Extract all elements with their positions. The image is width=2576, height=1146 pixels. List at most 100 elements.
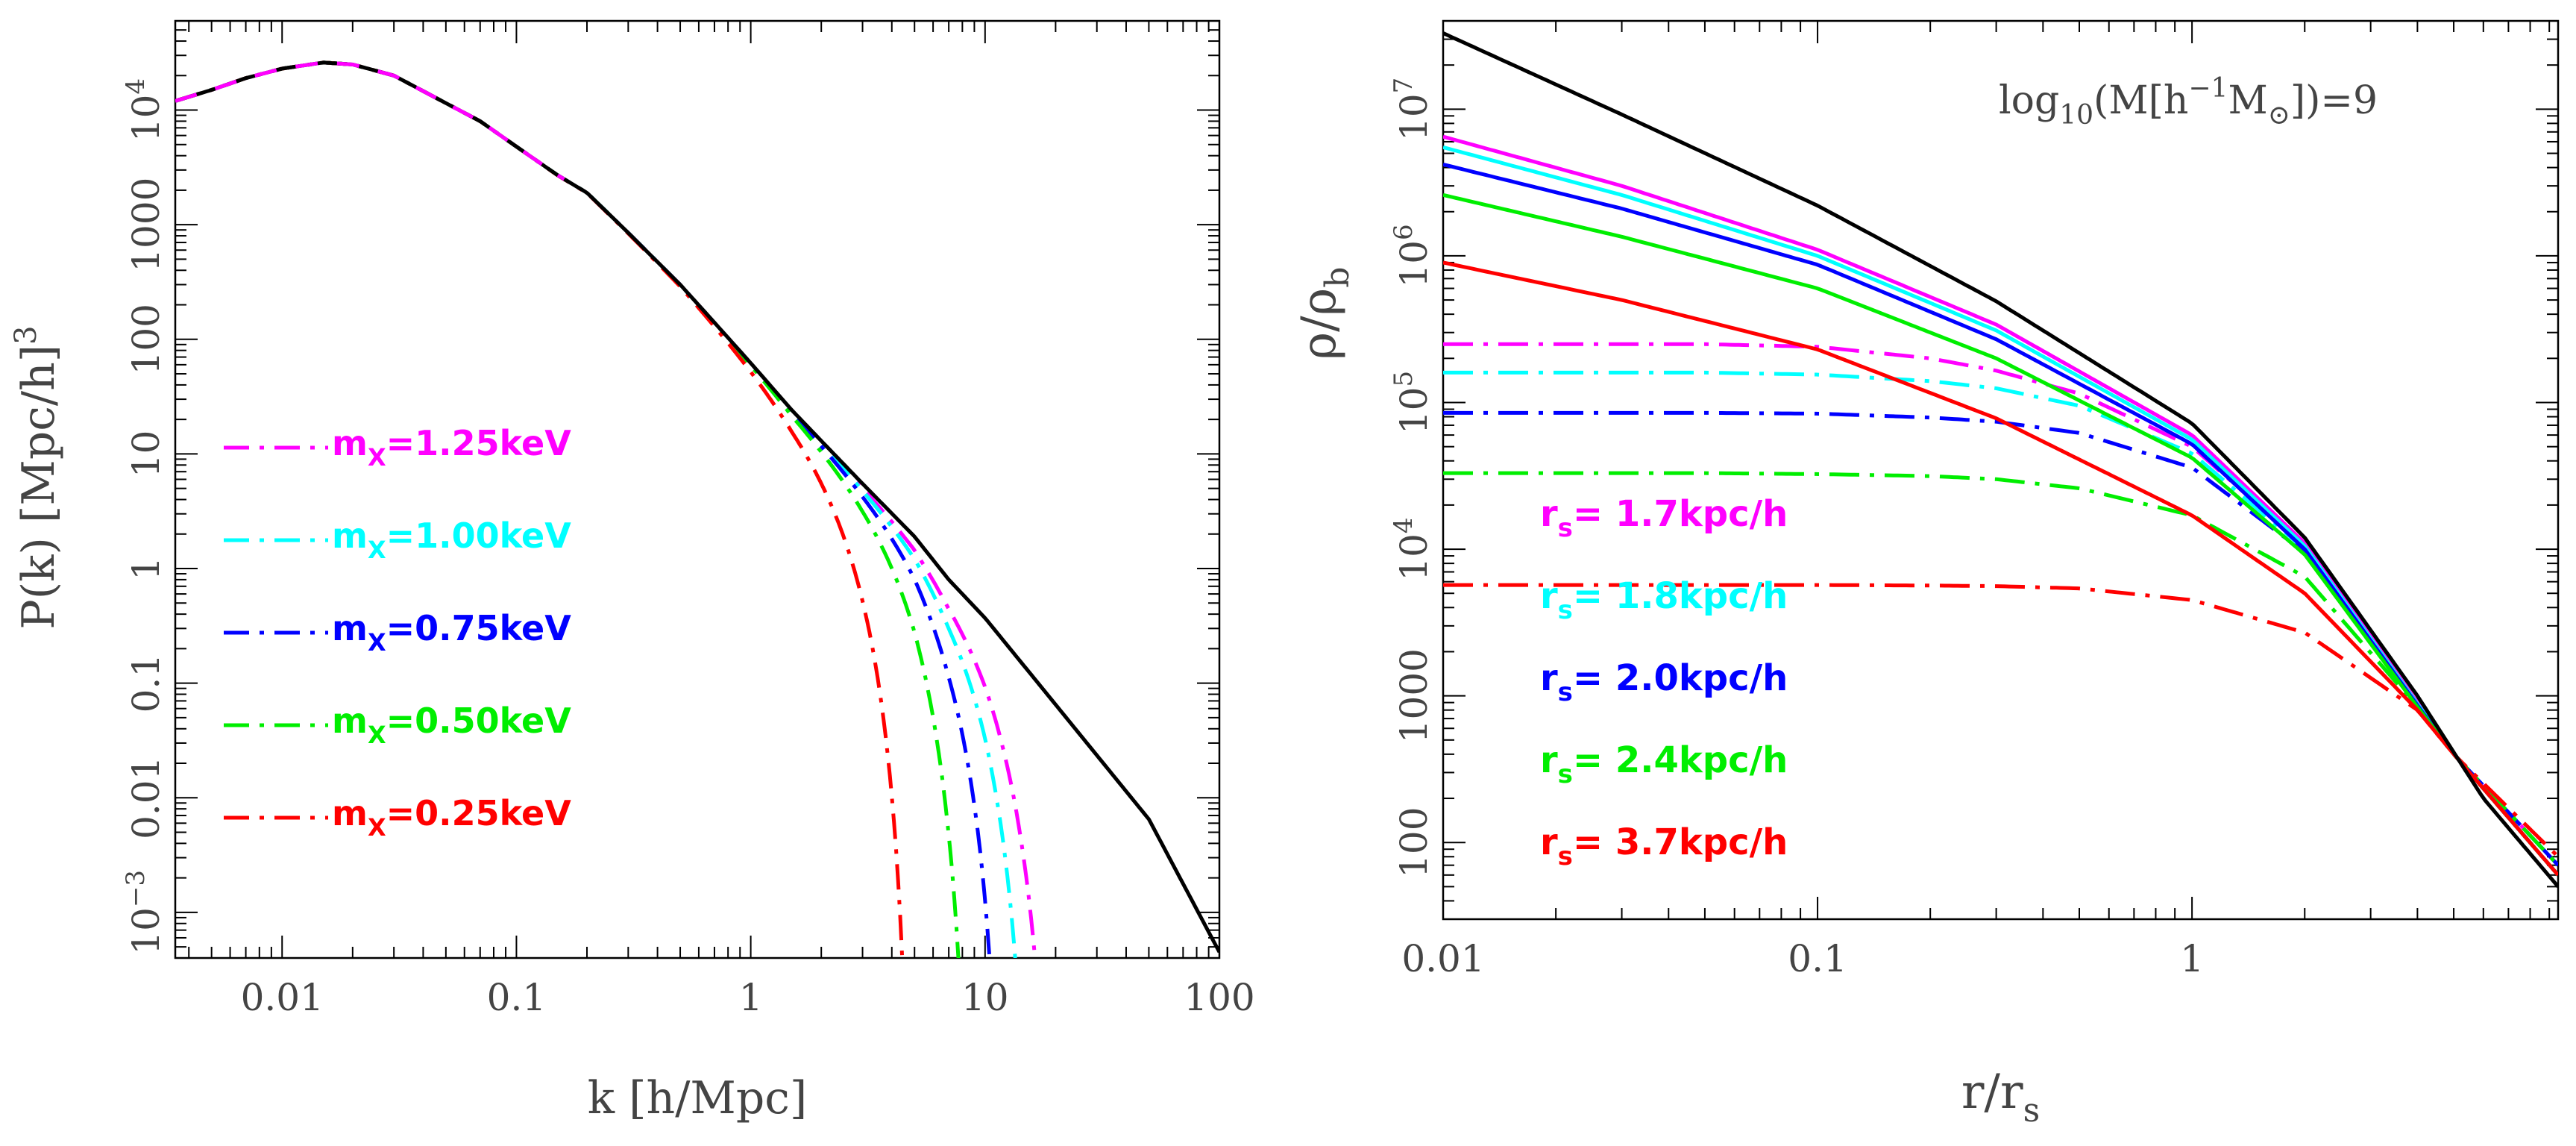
y-tick-label: 1000 <box>125 178 168 272</box>
nfw-profile-curve <box>1443 260 2558 877</box>
y-tick-label-exponent: 6 <box>1389 224 1419 240</box>
legend-label: mX=0.50keV <box>332 701 571 749</box>
legend-label: rs= 3.7kpc/h <box>1540 821 1788 871</box>
y-tick-label: 107 <box>1389 78 1436 141</box>
x-tick-label: 1 <box>2180 937 2204 980</box>
nfw-profile-curve <box>1443 192 2558 877</box>
annotation-body2: M <box>2228 78 2267 123</box>
y-axis-label-exponent: 3 <box>9 325 43 344</box>
annotation-suffix: ])=9 <box>2290 78 2378 123</box>
legend-label: mX=1.00keV <box>332 516 571 564</box>
x-axis-label: k [h/Mpc] <box>588 1072 808 1124</box>
y-tick-label-exponent: 7 <box>1389 78 1419 94</box>
y-tick-label: 106 <box>1389 224 1436 287</box>
y-tick-label-base: 1000 <box>125 178 168 272</box>
y-tick-label-base: 0.1 <box>125 654 168 713</box>
x-axis-label-base: r/r <box>1961 1065 2023 1120</box>
wdm-overlay-curve <box>175 60 565 181</box>
legend-subscript: X <box>368 628 386 657</box>
legend-subscript: X <box>368 443 386 472</box>
legend-prefix: m <box>332 701 368 741</box>
legend-prefix: m <box>332 516 368 556</box>
legend-value: = 2.4kpc/h <box>1573 739 1788 781</box>
y-tick-label-base: 10 <box>125 907 168 955</box>
legend-prefix: m <box>332 793 368 833</box>
legend-label: mX=1.25keV <box>332 423 571 472</box>
y-tick-label: 10−3 <box>121 870 168 955</box>
y-tick-label: 105 <box>1389 371 1436 434</box>
y-axis-label-base: P(k) [Mpc/h] <box>13 345 65 630</box>
y-tick-label: 100 <box>1392 807 1436 877</box>
wdm-curve-m_X=0.75keV <box>175 60 992 958</box>
annotation-sup: −1 <box>2188 73 2228 104</box>
legend-value: =1.00keV <box>386 516 572 556</box>
wdm-curve-m_X=1.25keV <box>175 60 1037 958</box>
legend-value: =1.25keV <box>386 423 572 463</box>
y-tick-label: 104 <box>121 78 168 142</box>
legend-subscript: s <box>1558 677 1573 707</box>
x-tick-label: 1 <box>739 976 763 1019</box>
legend-value: = 2.0kpc/h <box>1573 657 1788 699</box>
x-tick-label: 0.01 <box>1401 937 1484 980</box>
x-tick-label: 0.01 <box>241 976 324 1019</box>
y-tick-label: 1000 <box>1392 648 1436 743</box>
legend-value: = 1.7kpc/h <box>1573 493 1788 535</box>
legend-value: = 1.8kpc/h <box>1573 575 1788 617</box>
cored-profile-curve <box>1443 342 2558 867</box>
y-tick-label-base: 10 <box>125 430 168 478</box>
x-tick-label: 100 <box>1184 976 1254 1019</box>
annotation-body: (M[h <box>2093 78 2188 123</box>
legend-prefix: m <box>332 423 368 463</box>
legend-label: rs= 1.8kpc/h <box>1540 575 1788 625</box>
legend-prefix: m <box>332 608 368 648</box>
y-tick-label-exponent: 4 <box>1389 517 1419 533</box>
cored-profile-curve <box>1443 583 2558 859</box>
legend-label: mX=0.75keV <box>332 608 571 657</box>
legend-value: = 3.7kpc/h <box>1573 821 1788 863</box>
legend-prefix: r <box>1540 575 1558 617</box>
y-tick-label-exponent: 5 <box>1389 371 1419 387</box>
legend-subscript: s <box>1558 513 1573 543</box>
y-tick-label: 104 <box>1389 517 1436 580</box>
cdm-profile-curve <box>1443 31 2558 889</box>
plot-frame <box>1442 19 2560 921</box>
y-tick-label-base: 0.01 <box>125 757 168 839</box>
y-tick-label-base: 10 <box>1392 533 1436 581</box>
legend-label: rs= 2.0kpc/h <box>1540 657 1788 707</box>
y-tick-label-base: 100 <box>1392 807 1436 877</box>
y-tick-label-base: 10 <box>1392 387 1436 435</box>
wdm-curve-m_X=0.25keV <box>175 60 905 958</box>
annotation-body2-sub: ⊙ <box>2268 100 2290 131</box>
legend-label: rs= 2.4kpc/h <box>1540 739 1788 789</box>
legend-prefix: r <box>1540 493 1558 535</box>
legend-subscript: X <box>368 813 386 842</box>
y-tick-label: 1 <box>125 557 168 580</box>
annotation-prefix: log <box>1999 78 2059 123</box>
y-tick-label-exponent: 4 <box>121 78 151 95</box>
x-tick-label: 0.1 <box>1788 937 1847 980</box>
legend-value: =0.75keV <box>386 608 572 648</box>
x-tick-label: 10 <box>961 976 1009 1019</box>
legend-subscript: X <box>368 721 386 749</box>
y-tick-label-base: 100 <box>125 304 168 375</box>
legend-subscript: s <box>1558 760 1573 789</box>
y-axis-label-base: ρ/ρ <box>1292 288 1347 360</box>
y-axis-label: ρ/ρb <box>1292 267 1357 360</box>
mass-annotation: log10(M[h−1M⊙])=9 <box>1999 73 2378 131</box>
plot-area <box>1443 31 2558 889</box>
y-tick-label: 0.01 <box>125 757 168 839</box>
y-tick-label: 10 <box>125 430 168 478</box>
y-tick-label-base: 10 <box>1392 93 1436 141</box>
legend-label: rs= 1.7kpc/h <box>1540 493 1788 543</box>
legend-label: mX=0.25keV <box>332 793 571 842</box>
y-axis-label-sub: b <box>1319 267 1357 288</box>
y-tick-label: 100 <box>125 304 168 375</box>
legend-value: =0.25keV <box>386 793 572 833</box>
annotation-prefix-sub: 10 <box>2059 100 2093 131</box>
legend-subscript: s <box>1558 842 1573 871</box>
x-axis-label-sub: s <box>2023 1092 2041 1130</box>
legend-subscript: s <box>1558 595 1573 625</box>
cored-profile-curve <box>1443 370 2558 867</box>
x-tick-label: 0.1 <box>487 976 547 1019</box>
